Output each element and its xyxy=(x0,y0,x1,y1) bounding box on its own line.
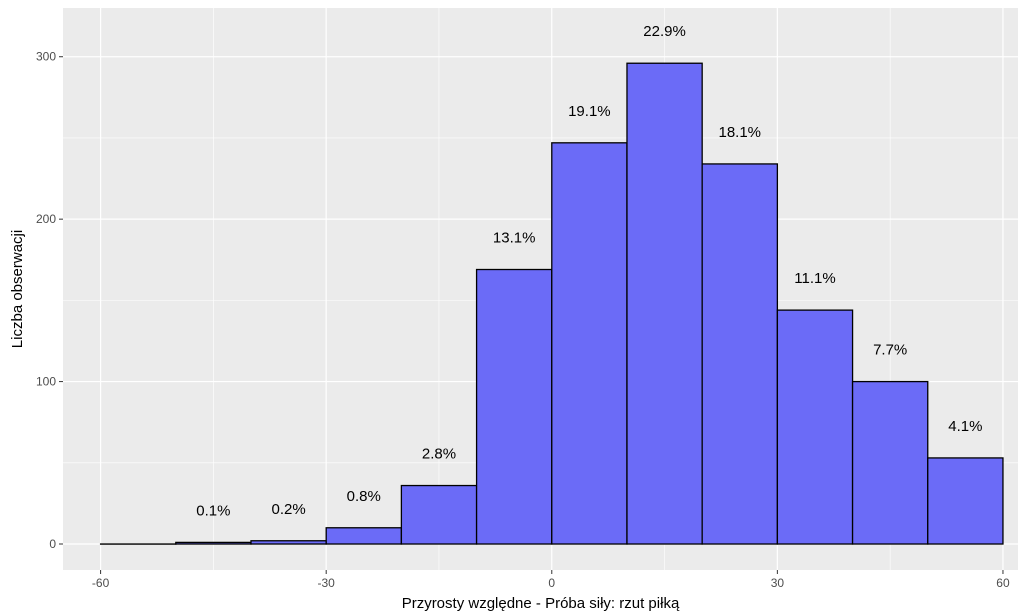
histogram-bar xyxy=(475,268,553,545)
x-tick-label: -30 xyxy=(318,576,336,590)
bar-data-label: 18.1% xyxy=(718,124,761,141)
bar-data-label: 7.7% xyxy=(873,342,907,359)
y-tick-label: 0 xyxy=(49,537,56,551)
y-tick-label: 200 xyxy=(36,212,56,226)
x-tick-label: 30 xyxy=(771,576,785,590)
histogram-bar xyxy=(927,457,1004,545)
histogram-bar xyxy=(626,62,703,545)
x-tick-label: 60 xyxy=(996,576,1010,590)
x-axis: -60 -30 0 30 60 xyxy=(92,570,1010,590)
x-tick-label: 0 xyxy=(548,576,555,590)
bar-data-label: 2.8% xyxy=(422,446,456,463)
bar-data-label: 0.2% xyxy=(271,501,305,518)
bar-data-label: 4.1% xyxy=(948,418,982,435)
histogram-bar xyxy=(701,163,779,545)
histogram-bar xyxy=(325,527,403,545)
y-tick-label: 100 xyxy=(36,375,56,389)
bars xyxy=(99,62,1004,545)
bar-data-label: 22.9% xyxy=(643,23,686,40)
histogram-bar xyxy=(551,142,628,545)
histogram-bar xyxy=(400,484,478,545)
histogram-bar xyxy=(776,309,854,545)
histogram-bar xyxy=(250,540,327,545)
data-labels: 0.1% 0.2% 0.8% 2.8% 13.1% 19.1% 22.9% 18.1% 11.1… xyxy=(196,23,982,519)
y-axis: 0 100 200 300 xyxy=(36,50,63,551)
y-axis-title: Liczba obserwacji xyxy=(9,230,26,348)
x-tick-label: -60 xyxy=(92,576,110,590)
bar-data-label: 11.1% xyxy=(794,270,835,287)
histogram-bar xyxy=(175,541,252,545)
bar-data-label: 0.8% xyxy=(347,488,381,505)
x-axis-title: Przyrosty względne - Próba siły: rzut pi… xyxy=(402,595,680,612)
bar-data-label: 13.1% xyxy=(493,230,536,247)
bar-data-label: 0.1% xyxy=(196,502,230,519)
y-tick-label: 300 xyxy=(36,50,56,64)
bar-data-label: 19.1% xyxy=(568,103,611,120)
histogram-bar xyxy=(851,380,929,545)
